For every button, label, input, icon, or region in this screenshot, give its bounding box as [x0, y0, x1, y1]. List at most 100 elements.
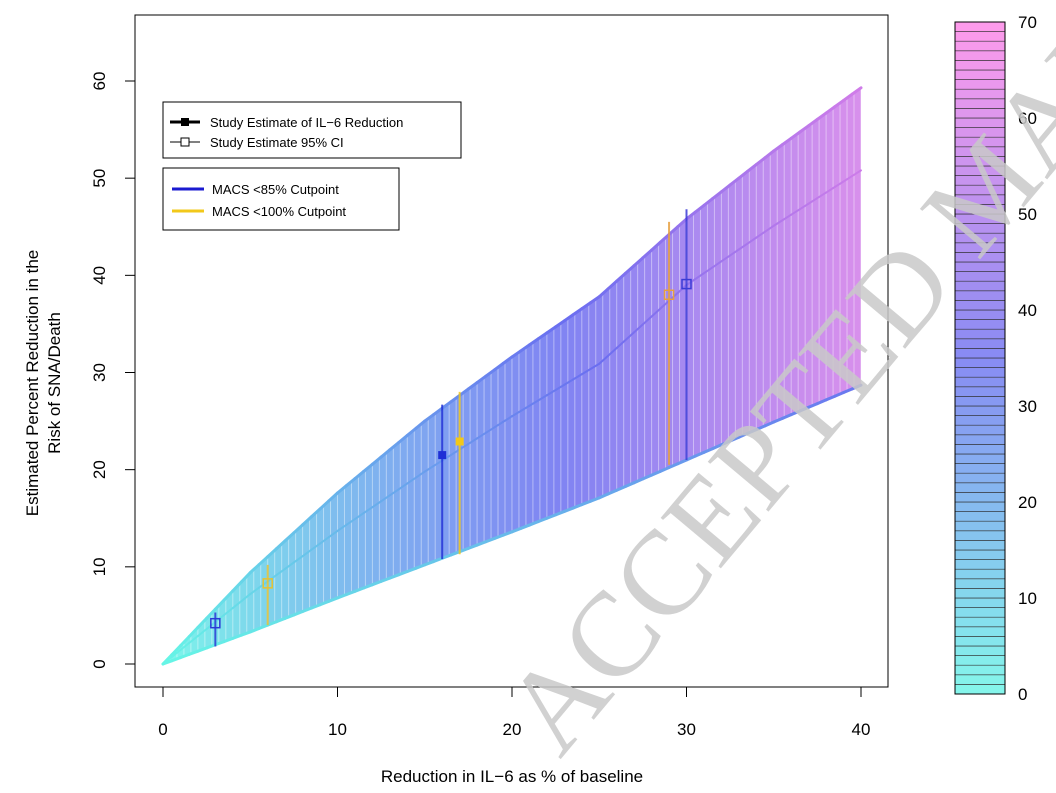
- colorbar-segment: [954, 530, 1006, 541]
- band-strip: [784, 87, 792, 665]
- band-strip: [581, 87, 590, 665]
- band-center-line: [406, 476, 418, 485]
- band-center-line: [528, 399, 540, 407]
- band-lower-line: [292, 610, 305, 617]
- band-center-line: [223, 607, 234, 617]
- colorbar-segment: [954, 597, 1006, 608]
- band-strip: [477, 87, 485, 665]
- band-upper-line: [824, 105, 837, 115]
- band-center-line: [353, 512, 365, 521]
- band-lower-line: [466, 543, 479, 550]
- colorbar-segment: [954, 338, 1006, 349]
- band-lower-line: [344, 589, 357, 597]
- band-lower-line: [309, 603, 322, 610]
- band-upper-line: [449, 393, 462, 404]
- band-strip: [512, 87, 520, 665]
- band-lines: [161, 86, 863, 666]
- band-center-line: [746, 236, 758, 245]
- band-upper-line: [780, 136, 793, 147]
- band-center-line: [415, 470, 426, 479]
- band-center-line: [458, 442, 470, 451]
- band-strip: [491, 87, 499, 665]
- band-lower-line: [257, 623, 270, 631]
- colorbar-segment: [954, 674, 1006, 685]
- band-center-line: [275, 567, 287, 577]
- band-center-line: [327, 529, 339, 539]
- band-upper-line: [763, 149, 776, 160]
- band-upper-line: [240, 571, 252, 584]
- band-center-line: [825, 186, 836, 194]
- band-upper-line: [257, 555, 270, 567]
- x-axis-title: Reduction in IL−6 as % of baseline: [381, 767, 643, 786]
- band-upper-line: [597, 287, 610, 299]
- band-upper-line: [292, 523, 305, 535]
- band-upper-line: [632, 256, 645, 268]
- y-tick-label-4: 40: [90, 266, 109, 285]
- band-upper-line: [798, 124, 811, 134]
- colorbar-segment: [954, 655, 1006, 666]
- band-strip: [854, 87, 861, 665]
- band-upper-line: [274, 539, 287, 551]
- band-lower-line: [449, 550, 462, 557]
- band-upper-line: [196, 616, 209, 629]
- x-tick-label-4: 40: [852, 720, 871, 739]
- band-upper-line: [388, 441, 401, 452]
- band-lower-line: [615, 484, 627, 492]
- band-upper-line: [283, 531, 296, 543]
- band-center-line: [519, 404, 531, 412]
- band-upper-line: [301, 515, 313, 527]
- band-upper-line: [466, 381, 479, 391]
- colorbar-segment: [954, 636, 1006, 647]
- colorbar-segment: [954, 626, 1006, 637]
- band-lower-line: [737, 431, 750, 439]
- band-lower-line: [187, 649, 200, 656]
- band-upper-line: [815, 111, 828, 121]
- band-lower-line: [658, 466, 671, 473]
- band-center-line: [476, 431, 487, 440]
- band-lower-line: [318, 599, 331, 607]
- band-strip: [679, 87, 687, 665]
- band-upper-line: [702, 197, 715, 207]
- band-lower-line: [589, 496, 601, 503]
- colorbar-segment: [954, 463, 1006, 474]
- legend-groups: MACS <85% Cutpoint MACS <100% Cutpoint: [162, 167, 400, 231]
- band-lower-line: [650, 469, 662, 477]
- band-lower-line: [571, 503, 584, 510]
- legend-marker-label-1: Study Estimate 95% CI: [210, 135, 344, 150]
- band-upper-line: [746, 163, 758, 173]
- colorbar-segment: [954, 549, 1006, 560]
- band-lower-line: [353, 586, 366, 593]
- band-center-line: [310, 542, 322, 551]
- band-strip: [644, 87, 652, 665]
- colorbar-segment: [954, 568, 1006, 580]
- band-strip: [749, 87, 757, 665]
- band-lower-line: [362, 583, 374, 590]
- band-center-line: [711, 260, 723, 269]
- band-strip: [623, 87, 631, 665]
- band-lower-line: [493, 533, 505, 540]
- band-strip: [672, 87, 680, 665]
- colorbar-segment: [954, 559, 1006, 570]
- band-lower-line: [632, 477, 645, 485]
- x-tick-label-2: 20: [503, 720, 522, 739]
- band-center-line: [598, 354, 609, 365]
- colorbar-segment: [954, 357, 1006, 368]
- x-tick-label-1: 10: [328, 720, 347, 739]
- band-center-line: [432, 459, 444, 468]
- y-tick-label-6: 60: [90, 72, 109, 91]
- band-center-line: [170, 649, 182, 659]
- band-upper-line: [589, 295, 601, 305]
- band-strip: [777, 87, 785, 665]
- band-upper-line: [205, 607, 217, 620]
- estimate-point-2: [438, 451, 447, 460]
- band-center-line: [606, 347, 618, 357]
- band-strip: [770, 87, 778, 665]
- colorbar-tick-label-7: 70: [1018, 13, 1037, 32]
- band-lower-line: [501, 530, 514, 537]
- band-upper-line: [318, 499, 331, 511]
- band-lower-line: [274, 616, 287, 624]
- band-center-line: [589, 362, 601, 371]
- band-lower-line: [423, 560, 435, 567]
- band-lower-line: [562, 506, 575, 513]
